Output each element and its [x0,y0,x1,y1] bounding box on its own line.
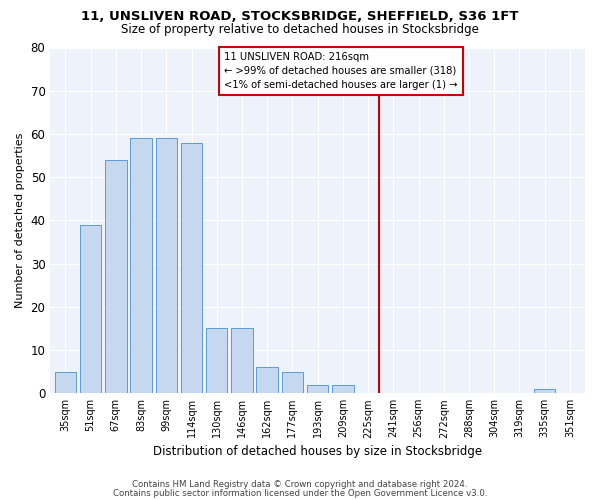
Bar [332,384,353,393]
Bar [105,160,127,393]
Text: 11, UNSLIVEN ROAD, STOCKSBRIDGE, SHEFFIELD, S36 1FT: 11, UNSLIVEN ROAD, STOCKSBRIDGE, SHEFFIE… [81,10,519,23]
Text: Contains public sector information licensed under the Open Government Licence v3: Contains public sector information licen… [113,488,487,498]
Bar [256,368,278,393]
Bar [55,372,76,393]
Bar [534,389,556,393]
Bar [307,384,328,393]
Bar [155,138,177,393]
Bar [282,372,303,393]
X-axis label: Distribution of detached houses by size in Stocksbridge: Distribution of detached houses by size … [153,444,482,458]
Y-axis label: Number of detached properties: Number of detached properties [15,132,25,308]
Text: 11 UNSLIVEN ROAD: 216sqm
← >99% of detached houses are smaller (318)
<1% of semi: 11 UNSLIVEN ROAD: 216sqm ← >99% of detac… [224,52,458,90]
Bar [181,142,202,393]
Bar [206,328,227,393]
Text: Size of property relative to detached houses in Stocksbridge: Size of property relative to detached ho… [121,22,479,36]
Bar [231,328,253,393]
Text: Contains HM Land Registry data © Crown copyright and database right 2024.: Contains HM Land Registry data © Crown c… [132,480,468,489]
Bar [130,138,152,393]
Bar [80,224,101,393]
